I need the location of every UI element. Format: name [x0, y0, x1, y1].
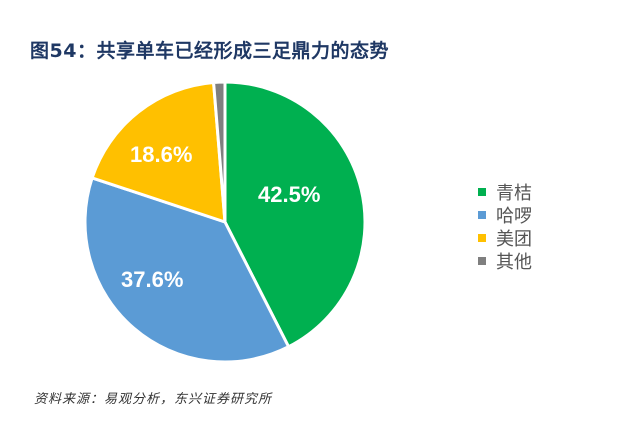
- legend: 青桔 哈啰 美团 其他: [478, 180, 532, 273]
- pie-slice-0: [223, 80, 367, 349]
- legend-item-qingju: 青桔: [478, 180, 532, 204]
- swatch-icon: [478, 233, 486, 242]
- pie-slice-1: [83, 176, 291, 364]
- swatch-icon: [478, 256, 486, 265]
- pie-slice-2: [90, 80, 227, 225]
- swatch-icon: [478, 210, 486, 219]
- source-note: 资料来源：易观分析，东兴证券研究所: [34, 392, 273, 407]
- pie-slice-3: [211, 80, 227, 223]
- label-haluo: 37.6%: [121, 267, 183, 292]
- label-meituan: 18.6%: [130, 142, 192, 167]
- chart-title: 图54：共享单车已经形成三足鼎力的态势: [30, 40, 389, 62]
- swatch-icon: [478, 187, 486, 196]
- legend-item-other: 其他: [478, 249, 532, 273]
- label-qingju: 42.5%: [258, 182, 320, 207]
- legend-item-haluo: 哈啰: [478, 203, 532, 227]
- legend-item-meituan: 美团: [478, 226, 532, 250]
